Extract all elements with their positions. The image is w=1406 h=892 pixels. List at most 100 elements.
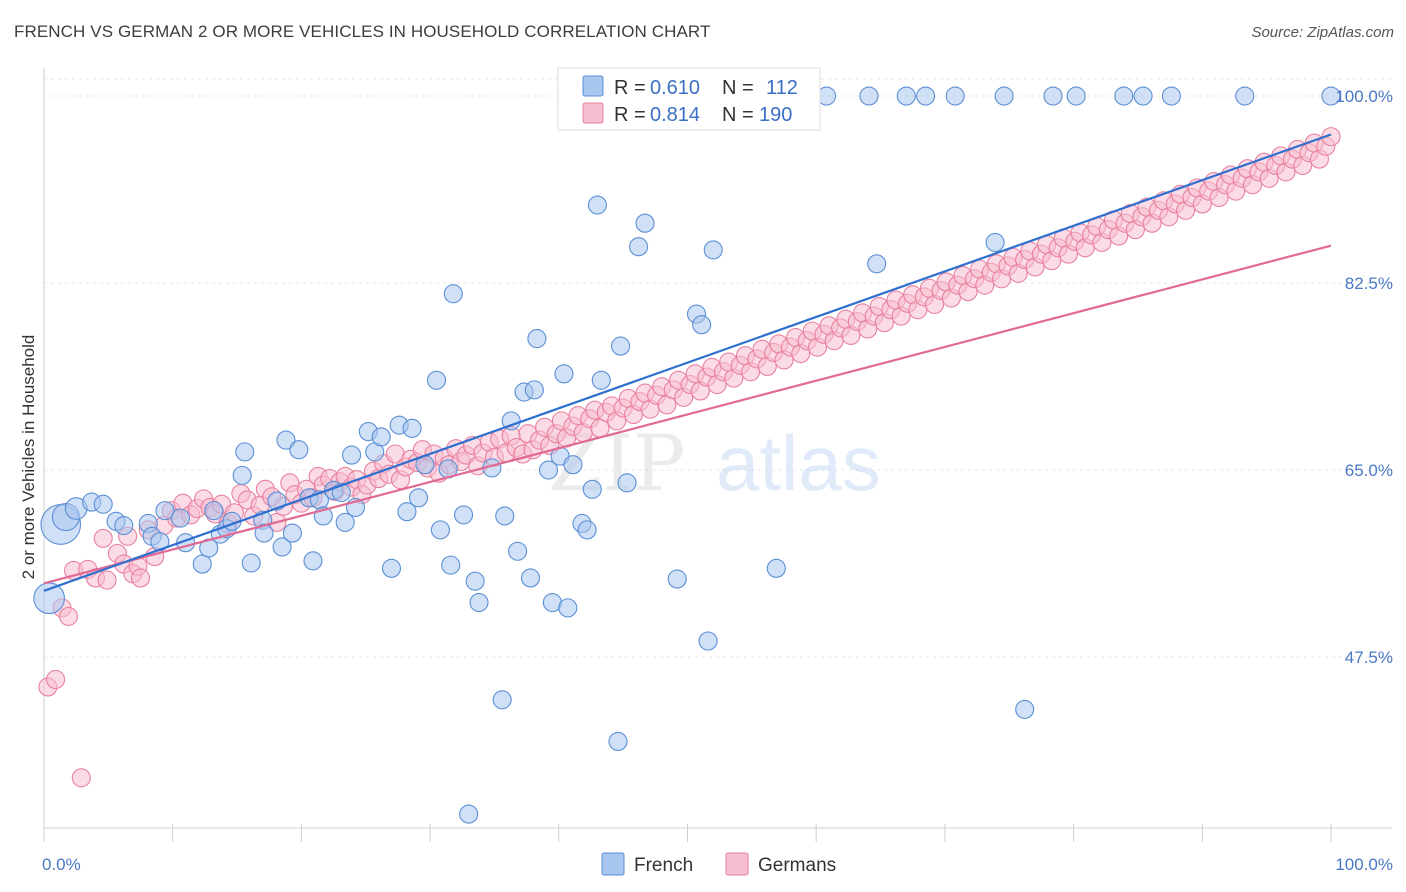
french-point bbox=[1015, 699, 1035, 719]
french-point bbox=[235, 442, 255, 462]
french-point bbox=[538, 460, 559, 480]
french-point bbox=[985, 232, 1005, 252]
french-point bbox=[276, 430, 296, 450]
french-point bbox=[520, 568, 541, 588]
legend-r-label-french: R = bbox=[614, 77, 646, 99]
french-point bbox=[254, 523, 274, 543]
y-tick-label-0: 47.5% bbox=[1345, 648, 1393, 667]
french-point bbox=[155, 501, 175, 521]
french-point bbox=[408, 488, 429, 508]
french-point bbox=[465, 571, 485, 591]
french-point bbox=[454, 505, 474, 525]
french-point bbox=[703, 240, 723, 260]
french-point bbox=[371, 427, 391, 447]
french-point bbox=[994, 86, 1014, 106]
trend-line-germans bbox=[43, 244, 1332, 585]
french-point bbox=[587, 195, 607, 215]
y-tick-label-1: 65.0% bbox=[1345, 461, 1393, 480]
y-axis-label: 2 or more Vehicles in Household bbox=[19, 335, 38, 580]
x-tick-label-max: 100.0% bbox=[1335, 855, 1393, 874]
french-point bbox=[896, 86, 916, 106]
french-point bbox=[1043, 86, 1063, 106]
french-point bbox=[495, 506, 515, 526]
french-point bbox=[859, 86, 879, 106]
french-point bbox=[563, 455, 583, 475]
chart-source: Source: ZipAtlas.com bbox=[1251, 24, 1394, 41]
french-point bbox=[459, 804, 479, 824]
chart-title: FRENCH VS GERMAN 2 OR MORE VEHICLES IN H… bbox=[14, 22, 711, 41]
germans-point bbox=[71, 768, 91, 788]
french-point bbox=[524, 380, 544, 400]
legend-top: R = 0.610 N = 112 R = 0.814 N = 190 bbox=[557, 67, 821, 131]
germans-point bbox=[58, 606, 79, 626]
french-point bbox=[232, 465, 252, 485]
legend-n-label-french: N = bbox=[722, 77, 754, 99]
french-point bbox=[611, 336, 631, 356]
french-point bbox=[289, 440, 309, 460]
french-point bbox=[93, 494, 113, 514]
x-tick-label-min: 0.0% bbox=[42, 855, 81, 874]
legend-n-value-french: 112 bbox=[766, 77, 798, 99]
legend-bottom-swatch-french bbox=[601, 852, 625, 876]
french-point bbox=[527, 329, 547, 349]
germans-point bbox=[46, 669, 66, 690]
french-point bbox=[192, 554, 212, 574]
legend-r-value-french: 0.610 bbox=[650, 77, 700, 99]
watermark-atlas: atlas bbox=[716, 419, 881, 507]
french-point bbox=[591, 370, 611, 390]
french-point bbox=[916, 86, 936, 106]
french-point bbox=[617, 473, 637, 493]
french-point bbox=[441, 555, 461, 575]
french-point bbox=[698, 631, 718, 651]
french-point bbox=[1235, 86, 1255, 106]
french-point bbox=[608, 731, 628, 751]
trend-line-french bbox=[43, 133, 1332, 592]
series-french bbox=[33, 86, 1341, 824]
french-point bbox=[1321, 86, 1341, 106]
french-point bbox=[430, 520, 450, 540]
legend-n-value-germans: 190 bbox=[759, 104, 792, 126]
french-point bbox=[381, 558, 402, 578]
french-point bbox=[558, 598, 578, 618]
germans-point bbox=[97, 570, 117, 590]
french-point bbox=[272, 537, 292, 557]
french-point bbox=[492, 690, 512, 710]
germans-point bbox=[130, 568, 151, 588]
french-point bbox=[114, 516, 134, 536]
x-tick-marks bbox=[43, 824, 1332, 842]
french-point bbox=[170, 508, 190, 528]
french-point bbox=[33, 582, 65, 615]
french-point bbox=[469, 592, 489, 613]
french-point bbox=[342, 445, 362, 465]
french-point bbox=[397, 502, 417, 522]
french-point bbox=[402, 418, 422, 438]
series-germans bbox=[38, 127, 1341, 788]
french-point bbox=[426, 370, 447, 390]
french-point bbox=[282, 523, 302, 543]
french-point bbox=[1114, 86, 1134, 106]
french-point bbox=[508, 541, 528, 561]
legend-bottom-swatch-germans bbox=[725, 852, 749, 876]
french-point bbox=[1133, 86, 1153, 106]
legend-bottom: French Germans bbox=[601, 852, 836, 876]
french-point bbox=[667, 569, 687, 589]
french-point bbox=[629, 237, 649, 257]
french-point bbox=[554, 364, 574, 384]
french-point bbox=[577, 520, 597, 540]
legend-r-label-germans: R = bbox=[614, 104, 646, 126]
french-point bbox=[335, 512, 355, 532]
legend-bottom-label-french: French bbox=[634, 855, 693, 876]
legend-r-value-germans: 0.814 bbox=[650, 104, 700, 126]
french-point bbox=[303, 551, 323, 571]
y-tick-labels: 47.5% 65.0% 82.5% 100.0% bbox=[1335, 87, 1393, 667]
legend-n-label-germans: N = bbox=[722, 104, 754, 126]
french-point bbox=[582, 479, 602, 499]
germans-point bbox=[93, 528, 113, 548]
french-point bbox=[945, 86, 965, 106]
y-tick-label-2: 82.5% bbox=[1345, 274, 1393, 293]
french-point bbox=[204, 501, 224, 521]
french-point bbox=[692, 315, 712, 335]
y-tick-label-3: 100.0% bbox=[1335, 87, 1393, 106]
french-point bbox=[1066, 86, 1086, 106]
